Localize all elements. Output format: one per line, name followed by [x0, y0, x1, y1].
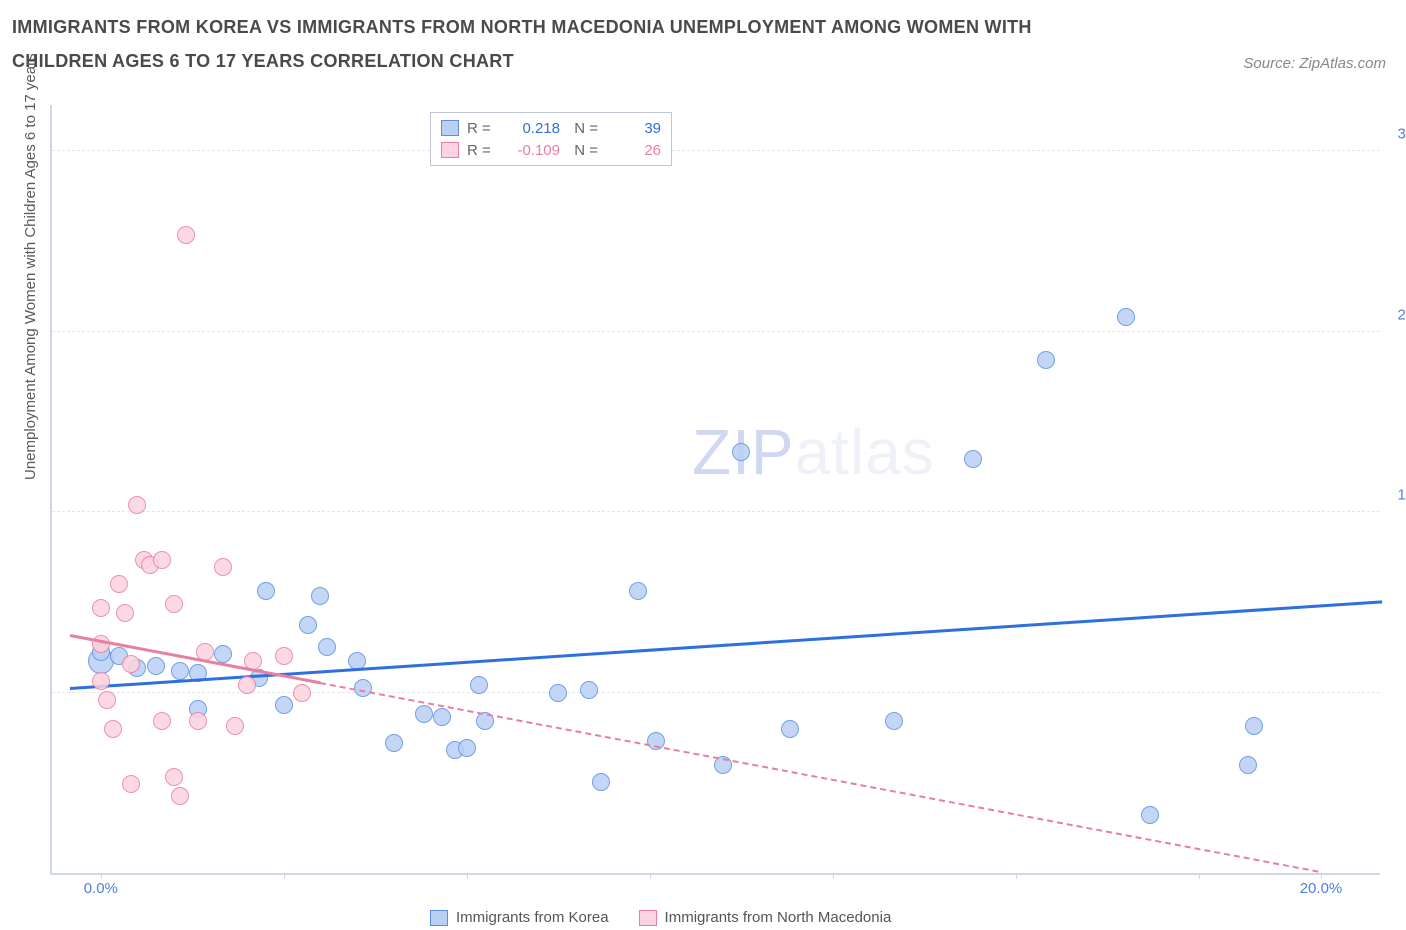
legend-series-item: Immigrants from Korea	[430, 909, 609, 926]
data-point	[385, 734, 403, 752]
data-point	[153, 712, 171, 730]
data-point	[885, 712, 903, 730]
legend-n-label: N =	[568, 142, 598, 159]
legend-swatch	[441, 142, 459, 158]
legend-n-label: N =	[568, 120, 598, 137]
x-tick-mark	[467, 873, 468, 879]
legend-series-item: Immigrants from North Macedonia	[639, 909, 892, 926]
data-point	[189, 712, 207, 730]
data-point	[165, 768, 183, 786]
legend-swatch	[441, 120, 459, 136]
data-point	[275, 647, 293, 665]
data-point	[92, 599, 110, 617]
watermark: ZIPatlas	[692, 415, 935, 489]
legend-stats-row: R = -0.109 N = 26	[441, 139, 661, 161]
legend-stats-row: R = 0.218 N = 39	[441, 117, 661, 139]
legend-stats: R = 0.218 N = 39 R = -0.109 N = 26	[430, 112, 672, 166]
data-point	[116, 604, 134, 622]
data-point	[781, 720, 799, 738]
data-point	[110, 575, 128, 593]
data-point	[171, 662, 189, 680]
data-point	[153, 551, 171, 569]
data-point	[299, 616, 317, 634]
data-point	[592, 773, 610, 791]
legend-series-name: Immigrants from North Macedonia	[665, 909, 892, 926]
data-point	[580, 681, 598, 699]
gridline	[52, 511, 1380, 512]
x-tick-mark	[1321, 873, 1322, 879]
watermark-light: atlas	[795, 416, 935, 488]
data-point	[1245, 717, 1263, 735]
data-point	[470, 676, 488, 694]
data-point	[226, 717, 244, 735]
chart-container: IMMIGRANTS FROM KOREA VS IMMIGRANTS FROM…	[0, 0, 1406, 930]
data-point	[122, 655, 140, 673]
legend-r-value: 0.218	[505, 120, 560, 137]
data-point	[128, 496, 146, 514]
x-tick-mark	[1199, 873, 1200, 879]
data-point	[1037, 351, 1055, 369]
trend-line	[70, 601, 1382, 691]
source-credit: Source: ZipAtlas.com	[1243, 55, 1386, 72]
legend-r-label: R =	[467, 120, 497, 137]
legend-swatch	[639, 910, 657, 926]
gridline	[52, 331, 1380, 332]
data-point	[433, 708, 451, 726]
plot-area: ZIPatlas 7.5%15.0%22.5%30.0%0.0%20.0%	[50, 105, 1380, 875]
legend-series-name: Immigrants from Korea	[456, 909, 609, 926]
x-tick-label: 20.0%	[1300, 880, 1343, 897]
data-point	[732, 443, 750, 461]
data-point	[318, 638, 336, 656]
y-tick-label: 22.5%	[1397, 306, 1406, 323]
data-point	[98, 691, 116, 709]
legend-r-label: R =	[467, 142, 497, 159]
data-point	[415, 705, 433, 723]
x-tick-mark	[284, 873, 285, 879]
data-point	[214, 558, 232, 576]
source-label: Source:	[1243, 55, 1299, 72]
data-point	[293, 684, 311, 702]
x-tick-mark	[833, 873, 834, 879]
x-tick-mark	[650, 873, 651, 879]
data-point	[311, 587, 329, 605]
gridline	[52, 150, 1380, 151]
legend-n-value: 26	[606, 142, 661, 159]
data-point	[1141, 806, 1159, 824]
data-point	[257, 582, 275, 600]
y-axis-label: Unemployment Among Women with Children A…	[22, 53, 39, 480]
data-point	[177, 226, 195, 244]
legend-n-value: 39	[606, 120, 661, 137]
data-point	[214, 645, 232, 663]
x-tick-label: 0.0%	[84, 880, 118, 897]
data-point	[147, 657, 165, 675]
y-tick-label: 15.0%	[1397, 487, 1406, 504]
data-point	[122, 775, 140, 793]
x-tick-mark	[1016, 873, 1017, 879]
legend-r-value: -0.109	[505, 142, 560, 159]
data-point	[238, 676, 256, 694]
y-tick-label: 30.0%	[1397, 126, 1406, 143]
data-point	[549, 684, 567, 702]
source-link[interactable]: ZipAtlas.com	[1299, 55, 1386, 72]
trend-line	[320, 682, 1318, 873]
data-point	[92, 672, 110, 690]
data-point	[275, 696, 293, 714]
legend-series: Immigrants from Korea Immigrants from Nor…	[430, 909, 891, 926]
data-point	[964, 450, 982, 468]
data-point	[171, 787, 189, 805]
data-point	[104, 720, 122, 738]
data-point	[354, 679, 372, 697]
data-point	[165, 595, 183, 613]
data-point	[1239, 756, 1257, 774]
legend-swatch	[430, 910, 448, 926]
data-point	[1117, 308, 1135, 326]
data-point	[458, 739, 476, 757]
chart-title: IMMIGRANTS FROM KOREA VS IMMIGRANTS FROM…	[12, 10, 1112, 78]
x-tick-mark	[101, 873, 102, 879]
data-point	[629, 582, 647, 600]
